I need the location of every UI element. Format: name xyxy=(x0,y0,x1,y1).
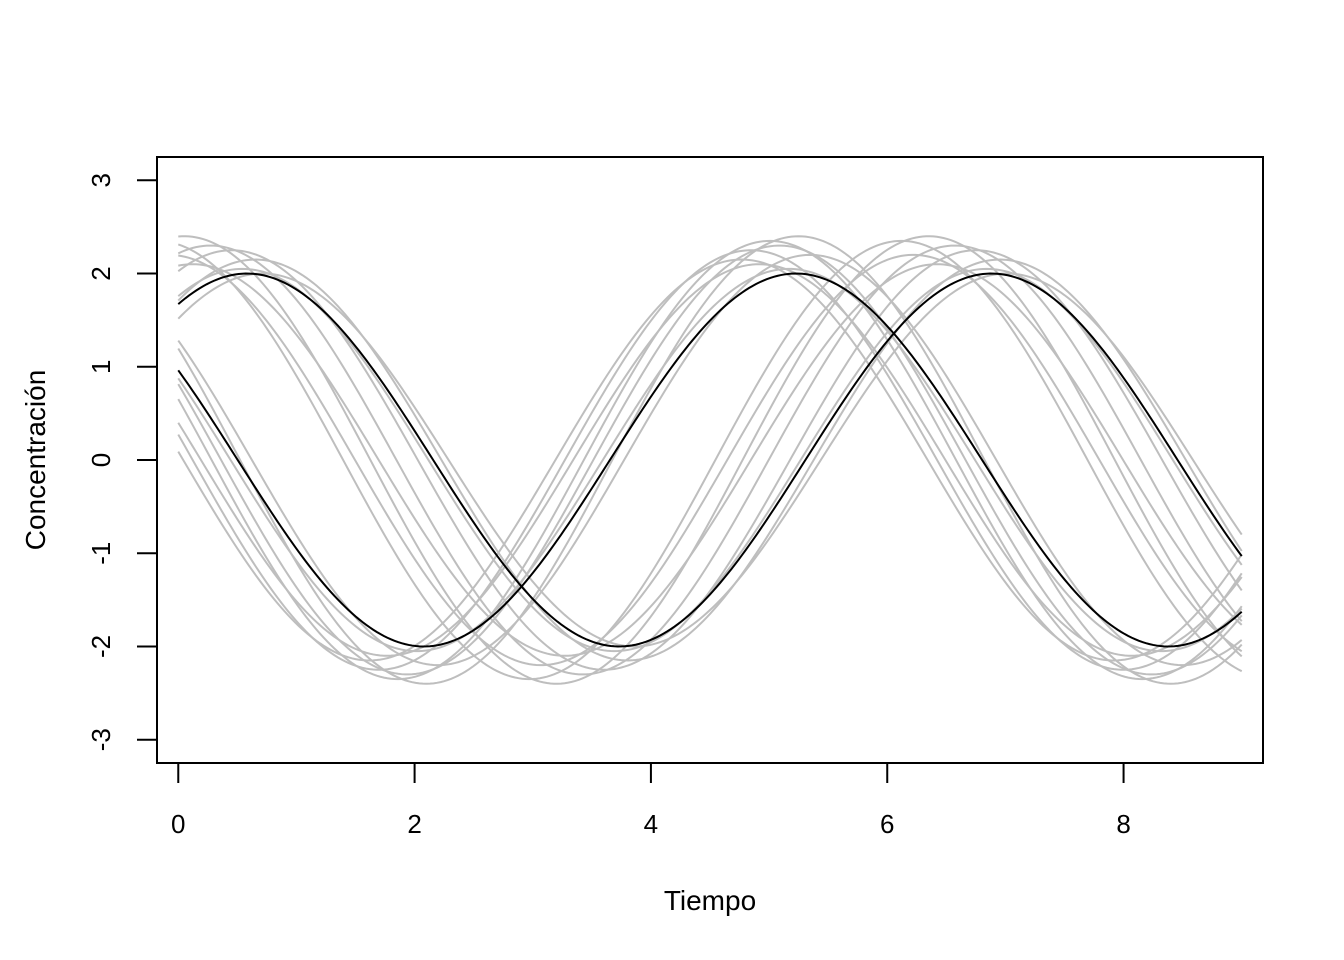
y-tick-label: -2 xyxy=(86,635,116,658)
sample-series-line-2 xyxy=(177,244,1243,676)
main-series-group xyxy=(177,272,1243,648)
sample-series-line-7 xyxy=(177,249,1243,671)
x-axis-title: Tiempo xyxy=(664,885,756,916)
y-tick-label: -1 xyxy=(86,542,116,565)
sample-series-line-12 xyxy=(177,263,1243,657)
x-axis: 0 2 4 6 8 xyxy=(171,762,1131,839)
y-tick-label: 0 xyxy=(86,453,116,467)
x-tick-label: 8 xyxy=(1116,809,1130,839)
x-tick-label: 2 xyxy=(407,809,421,839)
sample-series-line-9 xyxy=(177,272,1243,648)
sample-series-line-14 xyxy=(177,267,1243,653)
sample-series-line-17 xyxy=(177,258,1243,662)
x-tick-label: 6 xyxy=(880,809,894,839)
x-tick-label: 4 xyxy=(644,809,658,839)
sample-series-line-16 xyxy=(177,235,1243,685)
y-tick-label: -3 xyxy=(86,728,116,751)
sample-series-line-4 xyxy=(178,253,1243,667)
y-axis-title: Concentración xyxy=(20,370,51,551)
y-tick-label: 1 xyxy=(86,360,116,374)
x-tick-label: 0 xyxy=(171,809,185,839)
sample-series-line-8 xyxy=(178,235,1243,685)
sample-series-group xyxy=(177,235,1243,685)
y-tick-label: 3 xyxy=(86,173,116,187)
sample-series-line-5 xyxy=(177,239,1243,681)
main-series-line-2 xyxy=(177,272,1243,648)
main-series-line-1 xyxy=(177,272,1243,648)
y-axis: -3 -2 -1 0 1 2 3 xyxy=(86,173,158,751)
y-tick-label: 2 xyxy=(86,266,116,280)
